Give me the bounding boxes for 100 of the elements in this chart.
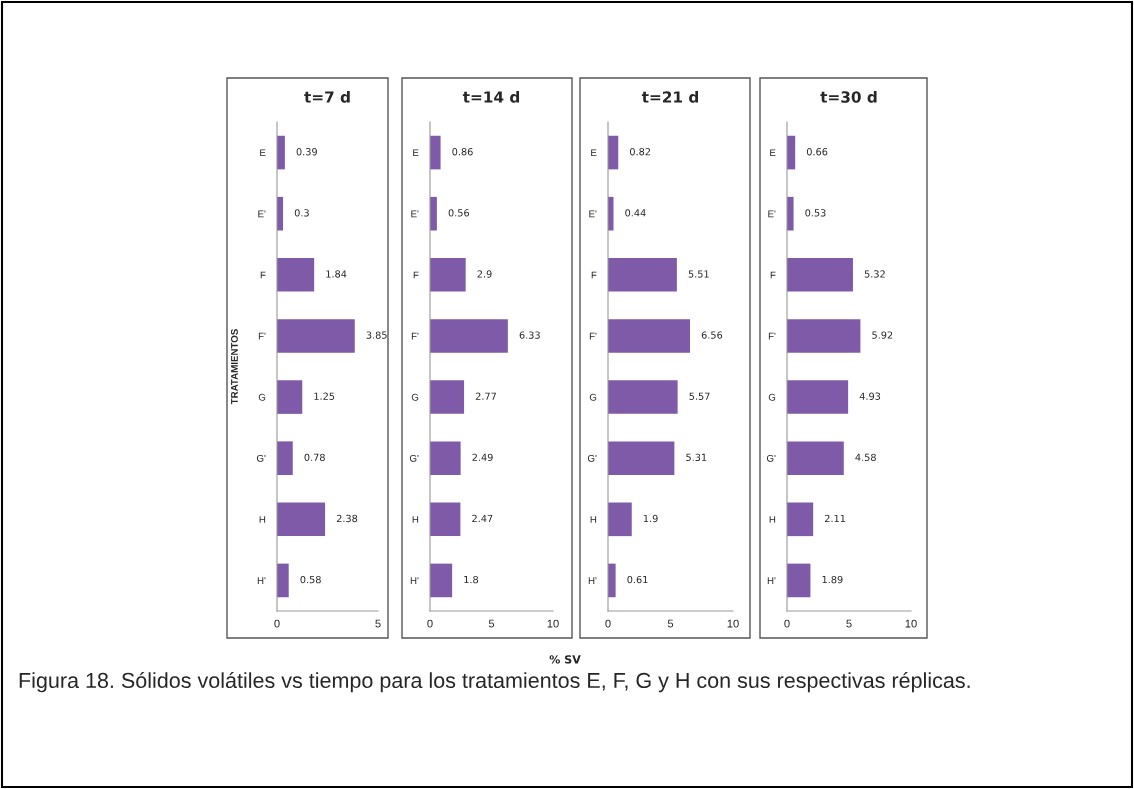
bar (787, 563, 811, 598)
data-label: 5.51 (688, 270, 709, 278)
y-tick-label: E (413, 149, 419, 157)
bar (277, 319, 355, 353)
data-label: 0.86 (452, 148, 473, 156)
bar (787, 319, 861, 353)
data-label: 5.32 (864, 270, 885, 278)
bar (277, 502, 326, 537)
bar (608, 563, 616, 598)
y-tick-label: G (258, 393, 266, 401)
data-label: 0.61 (627, 575, 648, 584)
y-tick-label: E (260, 149, 266, 157)
data-label: 0.44 (625, 209, 646, 217)
x-tick-label: 5 (375, 619, 381, 628)
y-tick-label: H (412, 516, 419, 523)
y-tick-label: F (591, 271, 597, 279)
y-tick-label: G' (766, 454, 776, 462)
data-label: 1.84 (326, 270, 347, 278)
bar (608, 380, 678, 414)
y-tick-label: F (770, 271, 776, 279)
bar (277, 258, 315, 292)
bar (277, 441, 293, 475)
x-tick-label: 10 (905, 619, 917, 628)
data-label: 1.9 (643, 514, 658, 523)
data-label: 4.58 (855, 453, 876, 462)
chart-title: t=30 d (820, 90, 877, 103)
data-label: 2.11 (824, 514, 846, 522)
y-tick-label: G' (256, 454, 266, 462)
bar (608, 258, 677, 292)
data-label: 1.25 (314, 392, 335, 400)
y-tick-label: G (589, 393, 597, 401)
data-label: 2.38 (336, 514, 358, 523)
x-tick-label: 10 (547, 619, 559, 628)
x-tick-label: 0 (784, 619, 790, 628)
bar (430, 135, 441, 170)
y-tick-label: G (768, 393, 776, 401)
y-tick-label: H' (257, 577, 266, 584)
data-label: 2.77 (475, 392, 496, 400)
y-tick-label: F (413, 271, 419, 279)
y-tick-label: F' (768, 332, 776, 340)
y-tick-label: E' (768, 210, 776, 218)
bar (787, 258, 853, 292)
bar (787, 380, 849, 414)
data-label: 0.56 (448, 209, 470, 217)
text: Figura 18. Sólidos volátiles vs tiempo para los tratamientos E, F, G y H con sus respectivas réplicas. (19, 672, 970, 693)
data-label: 0.78 (304, 453, 325, 462)
chart-title: t=14 d (462, 90, 520, 103)
y-tick-label: F (260, 271, 266, 279)
data-label: 0.66 (806, 148, 828, 156)
data-label: 0.82 (630, 148, 651, 156)
y-tick-label: G' (409, 454, 419, 462)
x-tick-label: 10 (727, 619, 739, 628)
bar (608, 319, 690, 353)
bar (787, 196, 794, 231)
y-tick-label: E (591, 149, 597, 157)
y-tick-label: H (769, 516, 776, 523)
y-tick-label: F' (589, 332, 597, 340)
bar (430, 563, 453, 598)
bar (608, 441, 675, 475)
bar (430, 380, 465, 414)
data-label: 6.33 (519, 331, 540, 339)
y-tick-label: G (411, 393, 419, 401)
bar (277, 380, 303, 414)
x-tick-label: 0 (274, 619, 280, 628)
y-tick-label: H (590, 516, 597, 523)
chart-title: t=7 d (304, 90, 350, 103)
data-label: 0.3 (294, 209, 309, 217)
data-label: 5.57 (689, 392, 710, 400)
y-tick-label: H' (410, 577, 419, 584)
y-tick-label: H (259, 516, 266, 523)
bar (430, 258, 466, 292)
x-tick-label: 5 (846, 619, 852, 628)
data-label: 5.31 (686, 453, 707, 462)
data-label: 0.39 (296, 148, 317, 156)
chart-title: t=21 d (641, 90, 699, 103)
data-label: 1.8 (464, 575, 479, 584)
y-axis-title: TRATAMIENTOS (231, 329, 238, 405)
data-label: 2.9 (477, 270, 492, 278)
y-tick-label: E' (258, 210, 266, 218)
bar (430, 441, 461, 475)
bar (608, 502, 632, 537)
y-tick-label: F' (258, 332, 266, 340)
data-label: 2.47 (472, 514, 493, 522)
x-tick-label: 5 (488, 619, 495, 628)
y-tick-label: E' (411, 210, 419, 218)
data-label: 0.53 (805, 209, 826, 217)
data-label: 6.56 (701, 331, 723, 339)
data-label: 5.92 (872, 331, 893, 339)
bar (430, 319, 508, 353)
y-tick-label: H' (588, 577, 597, 584)
y-tick-label: E (770, 149, 776, 157)
bar (430, 502, 461, 537)
y-tick-label: H' (767, 577, 776, 584)
y-tick-label: F' (411, 332, 419, 340)
bar (787, 441, 844, 475)
bar (787, 502, 814, 537)
y-tick-label: E' (589, 210, 597, 218)
x-tick-label: 0 (605, 619, 611, 628)
data-label: 0.58 (300, 575, 321, 584)
x-tick-label: 0 (427, 619, 433, 628)
